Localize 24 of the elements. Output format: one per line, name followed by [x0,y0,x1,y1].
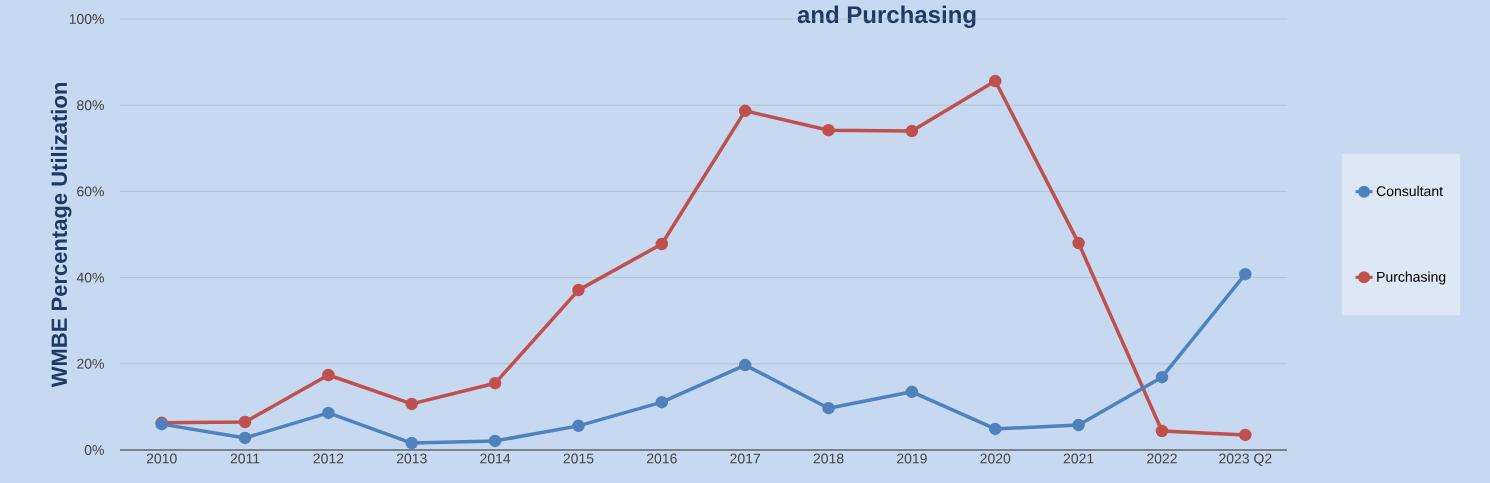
y-tick-label: 0% [84,445,104,455]
x-tick-label: 2012 [313,453,344,464]
x-tick-label: 2020 [980,453,1011,464]
y-tick-label: 40% [76,272,104,283]
y-tick-label: 100% [69,14,104,24]
x-tick-label: 2021 [1063,453,1094,464]
x-tick-label: 2022 [1147,453,1177,464]
legend-label: Consultant [1376,185,1443,197]
y-tick-label: 60% [77,186,104,197]
x-tick-label: 2010 [146,453,177,464]
chart-title: and Purchasing [797,5,976,28]
y-tick-label: 80% [77,100,104,111]
legend-label: Purchasing [1377,271,1446,285]
x-tick-label: 2023 Q2 [1219,453,1272,466]
x-tick-label: 2011 [230,453,260,464]
x-tick-label: 2016 [646,453,677,464]
x-tick-label: 2014 [480,453,511,464]
y-axis-title: WMBE Percentage Utilization [50,83,72,388]
x-tick-label: 2013 [396,453,427,464]
x-tick-label: 2018 [813,453,844,464]
x-tick-label: 2017 [730,453,761,464]
y-tick-label: 20% [77,358,104,369]
x-tick-label: 2015 [563,453,594,464]
x-tick-label: 2019 [897,453,927,464]
